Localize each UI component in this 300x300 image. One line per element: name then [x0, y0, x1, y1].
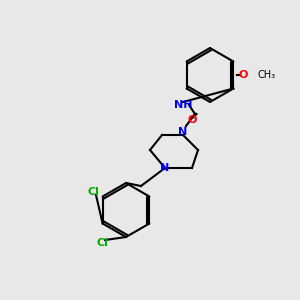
- Text: N: N: [160, 163, 169, 173]
- Text: O: O: [187, 115, 197, 125]
- Text: Cl: Cl: [96, 238, 108, 248]
- Text: CH₃: CH₃: [258, 70, 276, 80]
- Text: NH: NH: [174, 100, 192, 110]
- Text: Cl: Cl: [87, 187, 99, 197]
- Text: N: N: [178, 127, 188, 137]
- Text: O: O: [238, 70, 248, 80]
